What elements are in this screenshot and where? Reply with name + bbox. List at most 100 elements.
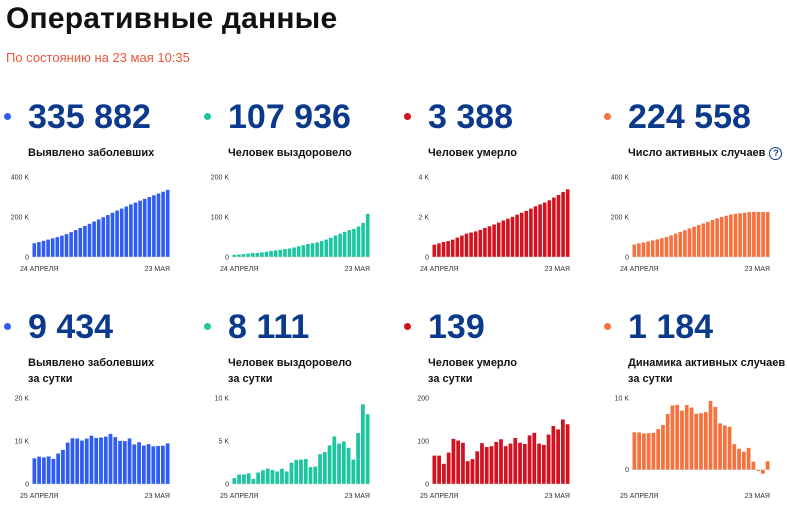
bar (137, 442, 141, 484)
bar (661, 424, 665, 470)
bar (83, 225, 87, 257)
bar (552, 197, 556, 257)
card-label-text: Выявлено заболевших (28, 147, 155, 159)
card-label-text: Человек умерло (428, 147, 517, 159)
bar (260, 252, 264, 257)
bar (469, 232, 473, 257)
cumulative-chart: 0 100 K 200 K 24 АПРЕЛЯ 23 МАЯ (211, 175, 370, 273)
bar (510, 216, 515, 257)
card-label: Человек умерло (428, 145, 600, 179)
bar (118, 440, 122, 484)
bar (124, 206, 129, 257)
stat-card-active: 224 558 Число активных случаев? 0 200 K 40… (604, 96, 787, 273)
bar (656, 429, 661, 470)
bar (565, 424, 570, 484)
bar (480, 443, 484, 484)
bar (765, 461, 770, 470)
x-tick-label: 24 АПРЕЛЯ (420, 266, 458, 273)
bar (73, 230, 78, 257)
bar (337, 443, 341, 484)
stat-card-daily-deaths: 139 Человек умерло за сутки 0 100 200 25 АПР… (404, 306, 600, 500)
bar (513, 437, 518, 484)
x-tick-label: 23 МАЯ (145, 493, 170, 500)
bar (529, 208, 533, 257)
bar (683, 230, 687, 257)
y-tick-label: 200 (417, 396, 429, 403)
bar (524, 210, 529, 257)
y-tick-label: 100 K (211, 215, 230, 222)
bar (80, 440, 84, 484)
bar (60, 235, 64, 257)
bar (269, 250, 273, 257)
bar (487, 226, 492, 257)
bar (715, 218, 719, 257)
bar (670, 405, 675, 470)
bar (232, 254, 237, 257)
series-dot (204, 113, 211, 120)
bar (251, 478, 256, 484)
bar (729, 214, 733, 257)
bar (37, 242, 41, 257)
cumulative-chart: 0 200 K 400 K 24 АПРЕЛЯ 23 МАЯ (611, 175, 770, 273)
bar (315, 242, 319, 257)
card-label-sub: за сутки (28, 373, 73, 385)
series-dot (4, 323, 11, 330)
daily-chart: 0 10 K 25 АПРЕЛЯ 23 МАЯ (615, 396, 770, 500)
bar (122, 441, 127, 484)
big-value: 335 882 (28, 98, 151, 136)
bar (542, 202, 547, 257)
bar (146, 444, 151, 484)
bar (538, 204, 542, 257)
bar (503, 446, 508, 484)
bar (689, 407, 694, 470)
big-value: 139 (428, 308, 485, 346)
bar (708, 400, 713, 470)
bar (232, 478, 237, 484)
bar (69, 232, 73, 257)
bar (561, 192, 565, 257)
card-label: Выявлено заболевших (28, 145, 200, 179)
bar (32, 458, 37, 484)
bar (710, 219, 715, 257)
bar (96, 219, 101, 257)
bar (756, 211, 761, 257)
bar (706, 221, 710, 257)
bar (537, 443, 541, 484)
x-tick-label: 24 АПРЕЛЯ (620, 266, 658, 273)
bar (108, 433, 113, 484)
bar (255, 252, 260, 257)
bar (765, 212, 770, 257)
y-tick-label: 0 (425, 255, 429, 262)
x-tick-label: 25 АПРЕЛЯ (420, 493, 458, 500)
bar (280, 468, 284, 484)
bar (84, 438, 89, 484)
bar (319, 241, 324, 257)
bar (752, 211, 756, 257)
bar (651, 432, 656, 470)
bar (650, 240, 655, 257)
help-icon[interactable]: ? (769, 146, 783, 160)
daily-chart: 0 10 K 20 K 25 АПРЕЛЯ 23 МАЯ (15, 396, 170, 500)
bar (329, 237, 333, 257)
bar (89, 435, 94, 484)
bar (289, 462, 294, 484)
bar (87, 223, 92, 257)
bar (50, 238, 55, 257)
stat-card-deaths: 3 388 Человек умерло 0 2 K 4 K 24 АПРЕЛЯ 23 … (404, 96, 600, 273)
bar (556, 195, 561, 257)
page-subtitle: По состоянию на 23 мая 10:35 (6, 50, 190, 65)
bar (541, 444, 546, 484)
bar (432, 455, 437, 484)
y-tick-label: 2 K (418, 215, 429, 222)
y-tick-label: 200 K (211, 175, 230, 182)
bar (356, 433, 360, 484)
y-tick-label: 20 K (15, 396, 30, 403)
bar (313, 466, 318, 484)
card-label: Человек выздоровело за сутки (228, 355, 400, 389)
bar (694, 413, 699, 470)
bar (761, 212, 765, 257)
bar (556, 429, 560, 484)
bar (464, 233, 469, 257)
series-dot (604, 113, 611, 120)
bar (684, 405, 689, 470)
